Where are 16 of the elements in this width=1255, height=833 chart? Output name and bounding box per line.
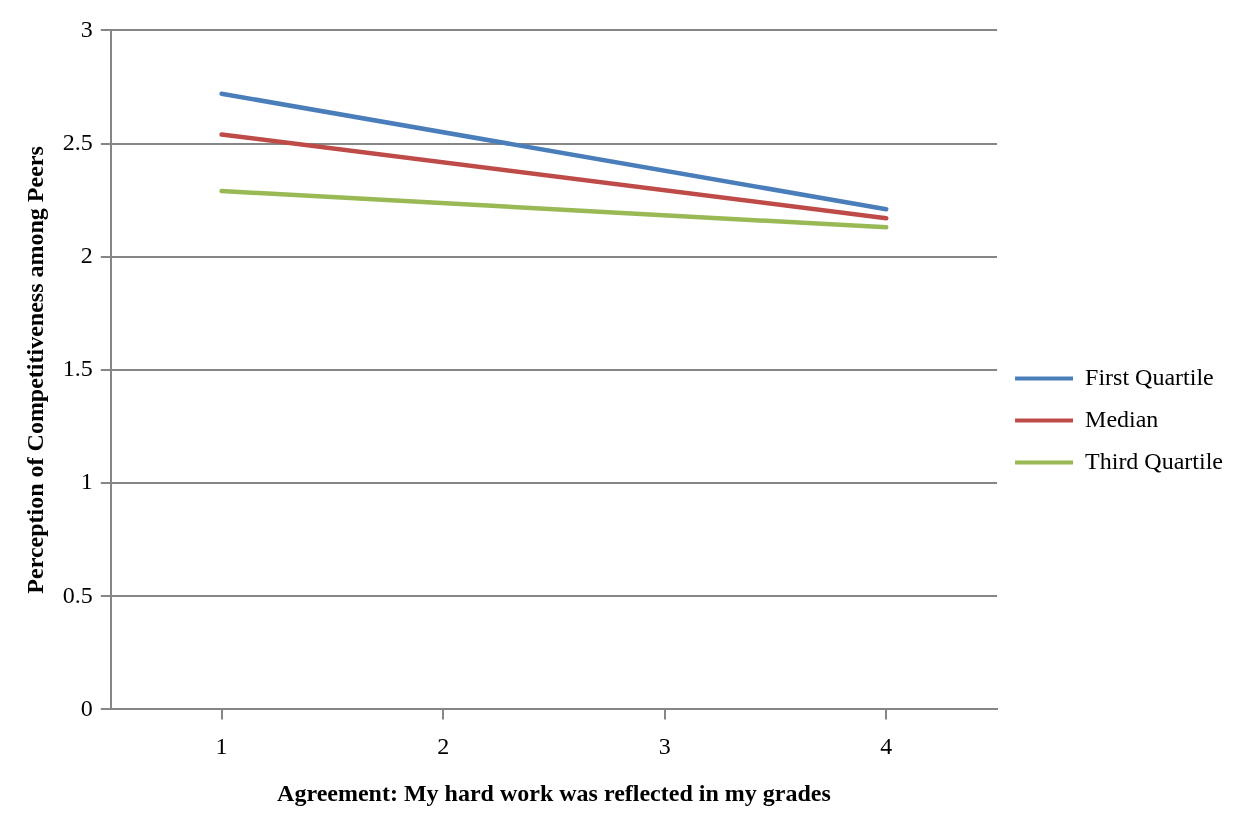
y-tick-label: 0 [80,694,93,721]
y-tick-label: 1.5 [62,355,93,382]
y-tick-label: 3 [80,15,93,42]
y-tick-label: 1 [80,468,93,495]
y-tick-label: 2 [80,242,93,269]
x-tick-label: 2 [437,733,450,760]
y-axis-title: Perception of Competitiveness among Peers [21,146,48,594]
x-tick-label: 3 [658,733,671,760]
x-tick-label: 4 [880,733,893,760]
y-tick-label: 0.5 [62,581,93,608]
y-tick-label: 2.5 [62,128,93,155]
legend-label: First Quartile [1085,363,1214,390]
x-axis-title: Agreement: My hard work was reflected in my grades [277,779,831,806]
legend-label: Median [1085,405,1159,432]
x-tick-label: 1 [215,733,228,760]
legend-label: Third Quartile [1085,447,1223,474]
